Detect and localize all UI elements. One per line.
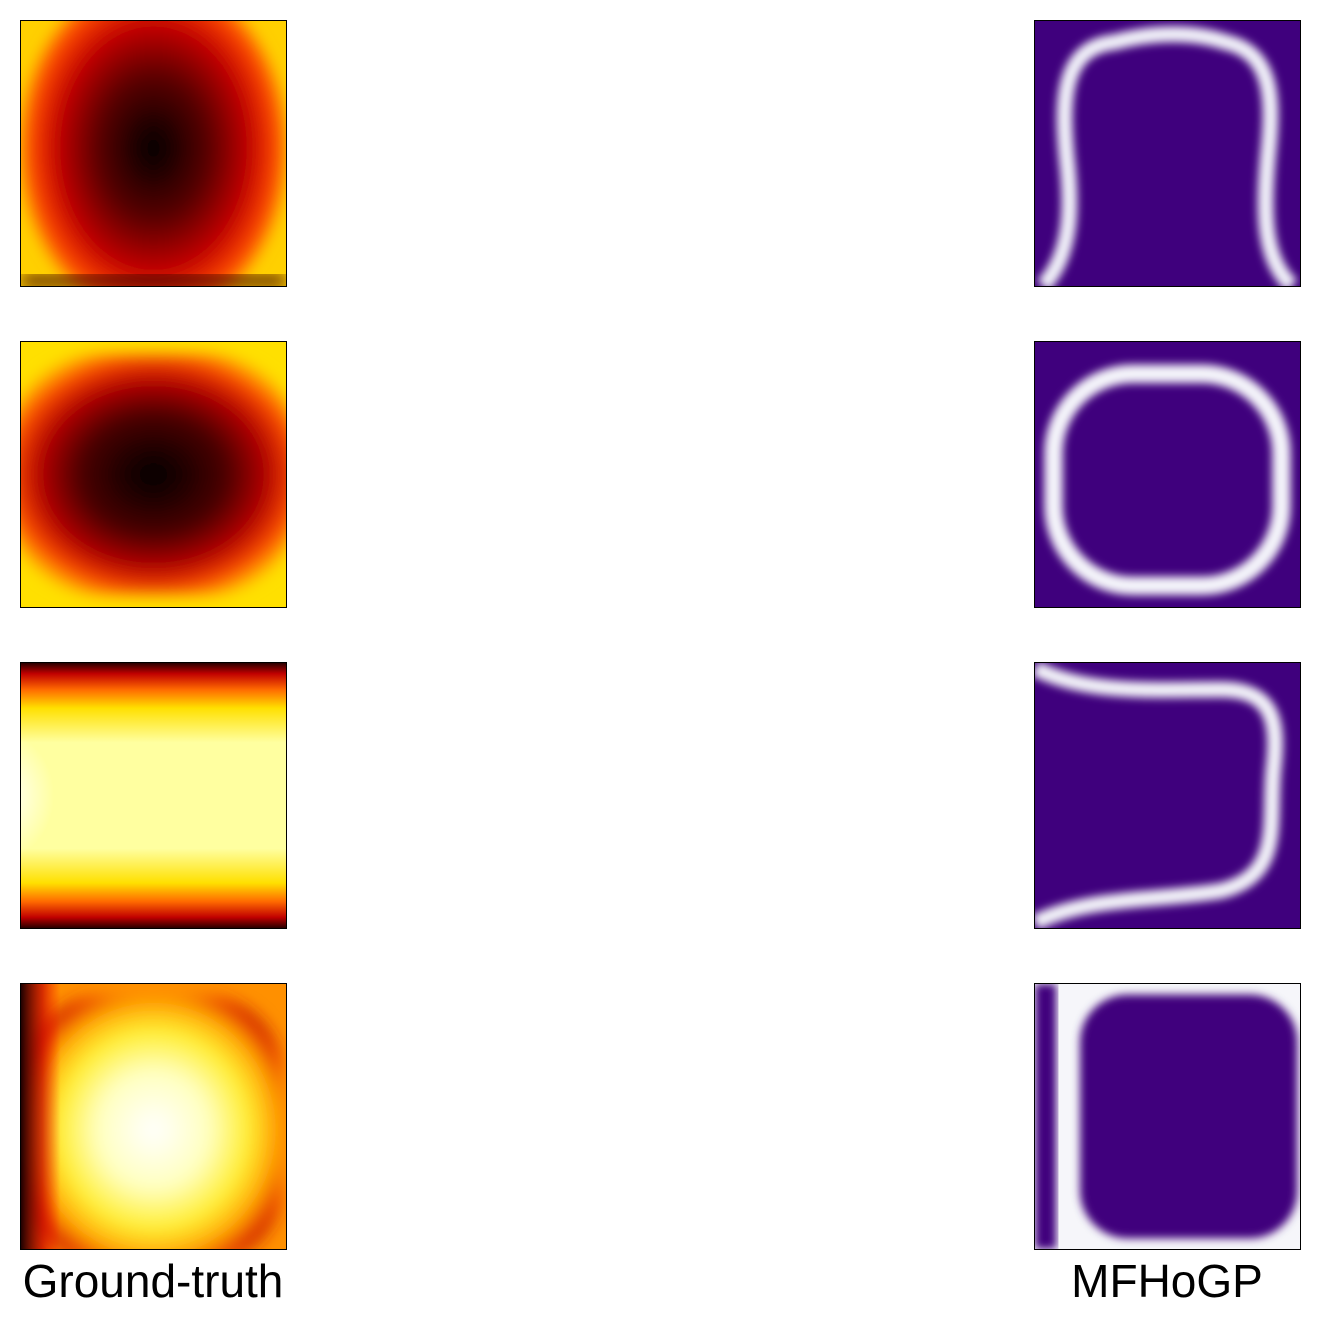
column-label-ground-truth: Ground-truth	[22, 1255, 284, 1307]
mfhogp-panel-2	[1034, 341, 1301, 608]
mfhogp-panel-3	[1034, 662, 1301, 929]
column-label-mfhogp: MFHoGP	[1071, 1255, 1263, 1307]
ground-truth-panel-4	[20, 983, 287, 1250]
ground-truth-panel-3	[20, 662, 287, 929]
mfhogp-panel-1	[1034, 20, 1301, 287]
ground-truth-panel-1	[20, 20, 287, 287]
mfhogp-panel-4	[1034, 983, 1301, 1250]
ground-truth-panel-2	[20, 341, 287, 608]
